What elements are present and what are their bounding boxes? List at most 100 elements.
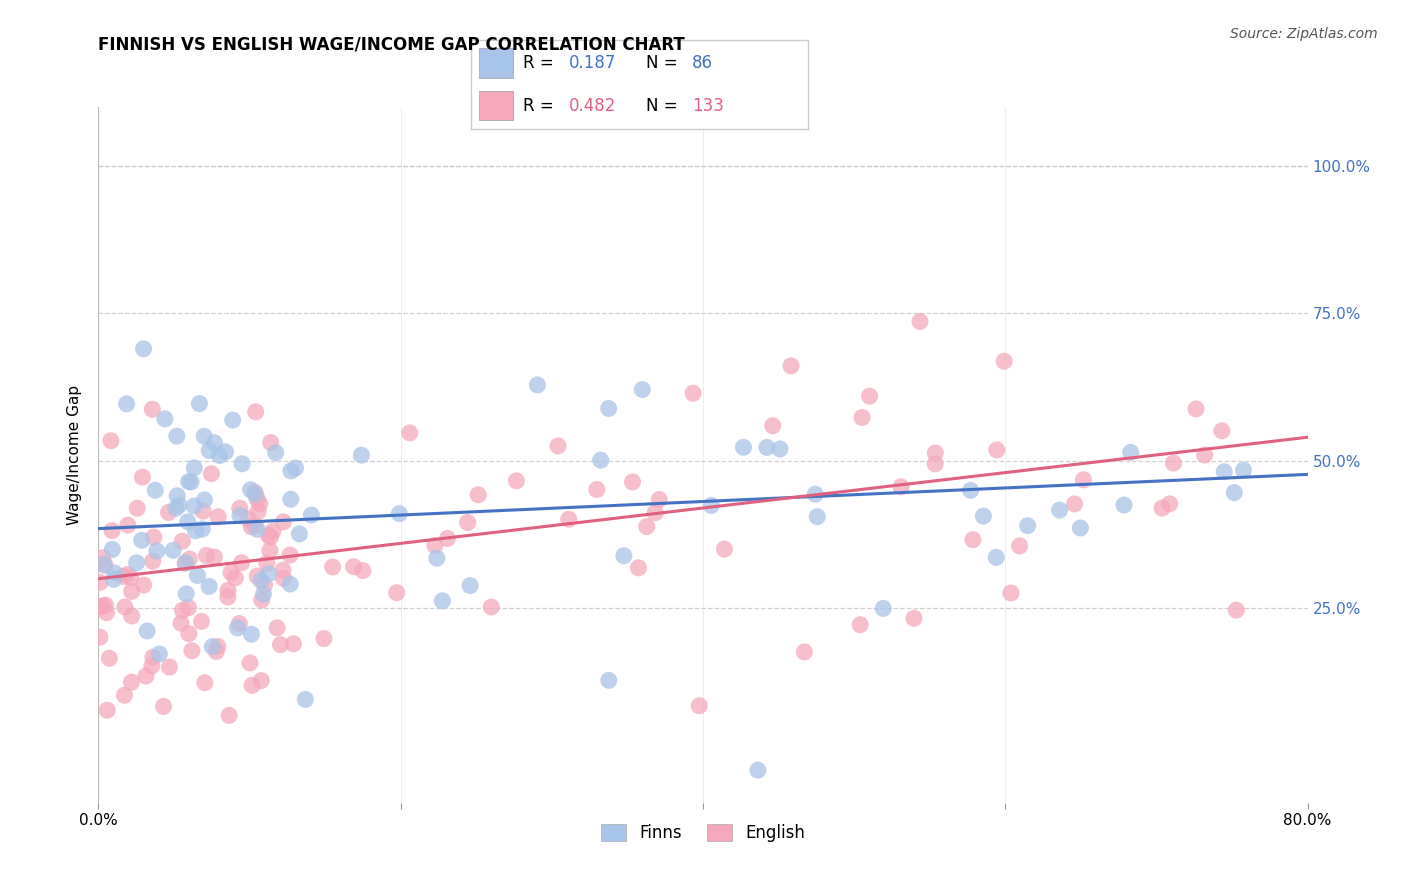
- Point: [479, 600, 502, 615]
- Point: [1069, 521, 1091, 535]
- Point: [1008, 539, 1031, 553]
- Point: [204, 549, 226, 564]
- Point: [526, 378, 548, 392]
- Point: [180, 475, 202, 489]
- Point: [733, 440, 755, 454]
- Point: [294, 692, 316, 706]
- Point: [239, 656, 262, 670]
- Point: [271, 515, 294, 529]
- Point: [114, 599, 136, 614]
- Point: [172, 534, 194, 549]
- Point: [547, 439, 569, 453]
- Point: [103, 572, 125, 586]
- Point: [191, 522, 214, 536]
- Point: [89, 599, 111, 614]
- Point: [91, 599, 114, 613]
- Point: [1213, 465, 1236, 479]
- Point: [872, 601, 894, 615]
- Point: [236, 511, 259, 525]
- Point: [174, 556, 197, 570]
- Point: [157, 506, 180, 520]
- Point: [264, 445, 287, 459]
- Point: [388, 507, 411, 521]
- Point: [229, 501, 252, 516]
- Point: [1225, 603, 1247, 617]
- Point: [426, 551, 449, 566]
- Point: [191, 504, 214, 518]
- Point: [115, 397, 138, 411]
- Point: [186, 568, 208, 582]
- Point: [224, 571, 246, 585]
- Point: [162, 543, 184, 558]
- Text: R =: R =: [523, 54, 560, 72]
- Point: [200, 467, 222, 481]
- Point: [1159, 497, 1181, 511]
- Point: [648, 492, 671, 507]
- Text: 86: 86: [692, 54, 713, 72]
- Point: [257, 566, 280, 581]
- Point: [166, 429, 188, 443]
- Point: [231, 556, 253, 570]
- Point: [457, 516, 479, 530]
- Point: [636, 519, 658, 533]
- Point: [1163, 456, 1185, 470]
- Point: [385, 585, 408, 599]
- Point: [195, 549, 218, 563]
- Point: [131, 470, 153, 484]
- Point: [585, 483, 607, 497]
- Point: [972, 509, 994, 524]
- Point: [1063, 497, 1085, 511]
- Point: [218, 708, 240, 723]
- Point: [98, 651, 121, 665]
- Point: [260, 435, 283, 450]
- Point: [190, 615, 212, 629]
- Point: [125, 556, 148, 570]
- Point: [804, 487, 827, 501]
- Point: [226, 621, 249, 635]
- Point: [177, 600, 200, 615]
- Point: [204, 435, 226, 450]
- Point: [908, 315, 931, 329]
- Text: N =: N =: [647, 54, 683, 72]
- Point: [131, 533, 153, 548]
- Point: [278, 548, 301, 562]
- Point: [890, 480, 912, 494]
- Text: R =: R =: [523, 96, 560, 115]
- Point: [174, 556, 197, 570]
- Point: [322, 560, 344, 574]
- Point: [207, 640, 229, 654]
- Point: [986, 442, 1008, 457]
- Point: [245, 487, 267, 501]
- FancyBboxPatch shape: [479, 91, 513, 120]
- Point: [183, 461, 205, 475]
- Point: [198, 579, 221, 593]
- Point: [962, 533, 984, 547]
- Point: [436, 532, 458, 546]
- Point: [229, 508, 252, 523]
- Point: [246, 491, 269, 506]
- Point: [250, 673, 273, 688]
- Point: [135, 669, 157, 683]
- Point: [558, 512, 581, 526]
- Point: [253, 578, 276, 592]
- Point: [343, 559, 366, 574]
- Point: [177, 626, 200, 640]
- Point: [688, 698, 710, 713]
- Legend: Finns, English: Finns, English: [592, 815, 814, 850]
- Point: [269, 638, 291, 652]
- Point: [246, 522, 269, 536]
- Point: [188, 396, 211, 410]
- Point: [627, 561, 650, 575]
- Point: [252, 587, 274, 601]
- Point: [780, 359, 803, 373]
- Point: [280, 464, 302, 478]
- Point: [1073, 473, 1095, 487]
- Point: [256, 557, 278, 571]
- Point: [505, 474, 527, 488]
- Point: [100, 434, 122, 448]
- Point: [120, 571, 142, 585]
- Point: [262, 524, 284, 539]
- Point: [240, 627, 263, 641]
- Point: [631, 383, 654, 397]
- Point: [214, 444, 236, 458]
